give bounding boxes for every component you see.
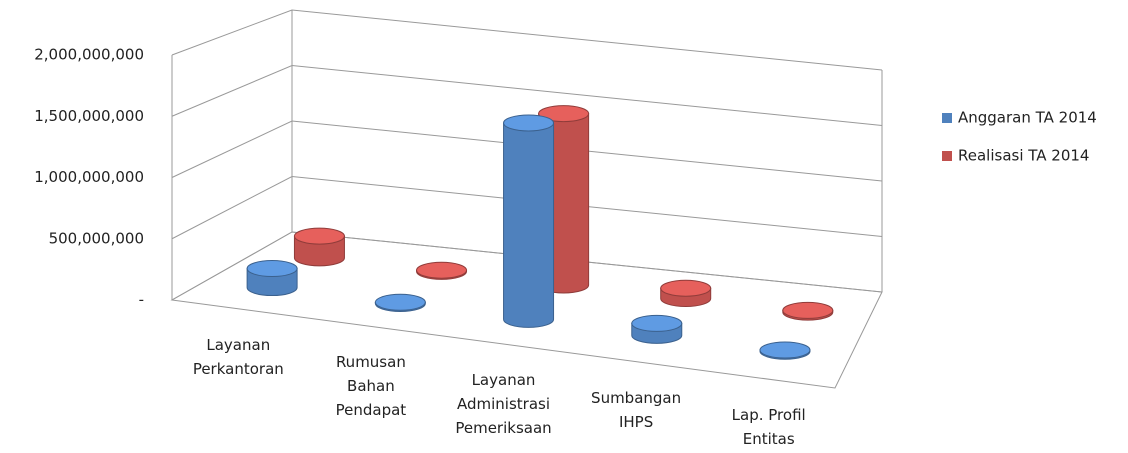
x-tick-label: Lap. Profil Entitas <box>731 406 806 449</box>
y-tick-label: 2,000,000,000 <box>34 46 144 64</box>
cylinder-top <box>246 260 298 278</box>
cylinder-top <box>503 114 555 132</box>
cylinder-top <box>538 105 590 123</box>
y-tick-label: 500,000,000 <box>49 229 144 247</box>
cylinder-top <box>782 301 834 319</box>
legend-swatch <box>942 151 952 161</box>
cylinder-body <box>503 122 555 328</box>
cylinder-top <box>374 293 426 311</box>
cylinder-top <box>631 314 683 332</box>
legend-swatch <box>942 113 952 123</box>
legend-label: Realisasi TA 2014 <box>958 147 1089 165</box>
cylinder-top <box>759 341 811 359</box>
legend-label: Anggaran TA 2014 <box>958 109 1097 127</box>
cylinder-top <box>293 227 345 245</box>
y-tick-label: 1,500,000,000 <box>34 107 144 125</box>
cylinder-top <box>416 261 468 279</box>
grid-line <box>171 9 883 71</box>
cylinder-top <box>660 279 712 297</box>
x-tick-label: Layanan Perkantoran <box>192 335 284 378</box>
y-tick-label: - <box>139 291 144 309</box>
x-tick-label: Layanan Administrasi Pemeriksaan <box>455 371 552 437</box>
x-tick-label: Rumusan Bahan Pendapat <box>335 353 407 420</box>
x-tick-label: Sumbangan IHPS <box>591 388 682 431</box>
y-tick-label: 1,000,000,000 <box>34 168 144 186</box>
